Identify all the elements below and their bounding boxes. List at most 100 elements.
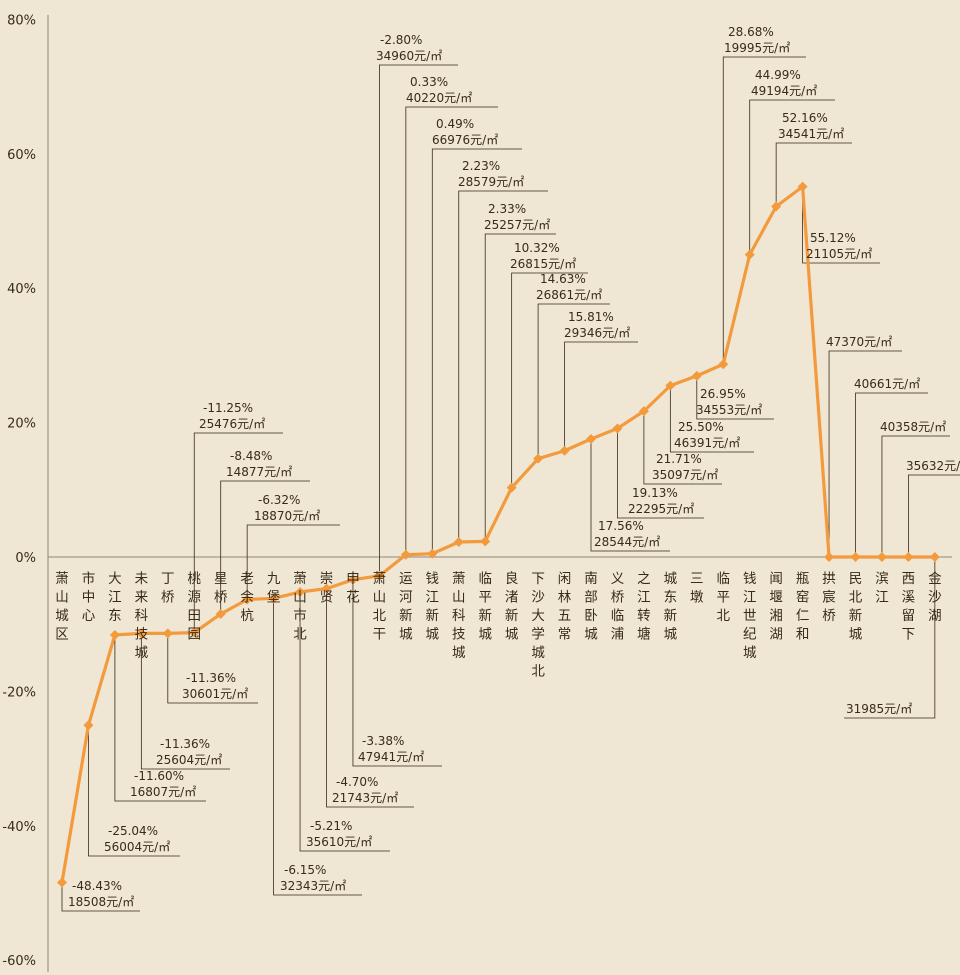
leader-line — [669, 385, 754, 453]
leader-line — [802, 186, 880, 264]
leader-line — [299, 592, 390, 852]
data-point — [109, 629, 120, 640]
data-label-price: 22295元/㎡ — [628, 502, 694, 516]
data-label-pct: 44.99% — [755, 68, 801, 82]
category-label: 沙 — [928, 590, 942, 606]
leader-line — [193, 432, 283, 633]
data-label-pct: 15.81% — [568, 310, 614, 324]
category-label: 中 — [82, 590, 96, 606]
category-label: 窑 — [796, 589, 810, 606]
category-label: 湘 — [769, 608, 783, 624]
category-label: 山 — [55, 590, 69, 606]
y-tick-label: 0% — [15, 551, 36, 566]
category-label: 新 — [399, 608, 413, 624]
category-label: 新 — [664, 608, 678, 624]
data-label-pct: -5.21% — [310, 819, 352, 833]
data-label-pct: 10.32% — [514, 241, 560, 255]
data-label-price: 46391元/㎡ — [674, 436, 740, 450]
data-point — [876, 552, 887, 562]
data-point — [824, 552, 835, 562]
category-label: 未 — [135, 571, 149, 587]
category-label: 平 — [478, 590, 492, 606]
data-label-pct: -11.36% — [186, 671, 236, 685]
category-label: 临 — [611, 608, 625, 624]
category-label: 城 — [743, 645, 757, 661]
annotation-leaders — [61, 56, 960, 912]
data-label-price: 26861元/㎡ — [536, 288, 602, 302]
y-tick-label: -20% — [2, 685, 36, 700]
data-label-price: 31985元/㎡ — [846, 702, 912, 716]
category-label: 闻 — [769, 571, 783, 587]
leader-line — [140, 633, 230, 770]
leader-line — [908, 474, 960, 557]
category-label: 湖 — [928, 608, 942, 624]
leader-line — [431, 148, 522, 554]
category-label: 闲 — [558, 571, 572, 587]
category-label: 新 — [505, 608, 519, 624]
data-label-pct: -6.32% — [258, 493, 300, 507]
category-label: 山 — [373, 590, 387, 606]
data-point — [321, 583, 332, 594]
data-label-price: 40661元/㎡ — [854, 377, 920, 391]
category-label: 丁 — [161, 571, 175, 587]
leader-line — [458, 190, 548, 543]
data-label-price: 35610元/㎡ — [306, 835, 372, 849]
category-label: 桃 — [188, 571, 202, 587]
category-label: 贤 — [320, 590, 334, 606]
category-label: 萧 — [452, 571, 466, 587]
data-point — [268, 593, 279, 604]
leader-line — [855, 392, 928, 557]
data-point — [533, 453, 544, 464]
category-label: 城 — [664, 571, 678, 587]
category-label: 九 — [267, 571, 281, 587]
category-label: 科 — [135, 608, 149, 624]
category-label: 山 — [293, 590, 307, 606]
data-label-pct: -11.60% — [134, 769, 184, 783]
data-label-pct: 26.95% — [700, 387, 746, 401]
category-label: 江 — [637, 590, 651, 606]
category-label: 平 — [717, 590, 731, 606]
data-point — [929, 552, 940, 562]
data-label-pct: 2.33% — [488, 202, 526, 216]
category-label: 市 — [82, 570, 96, 587]
data-label-price: 18870元/㎡ — [254, 509, 320, 523]
data-label-price: 35097元/㎡ — [652, 468, 718, 482]
leader-line — [379, 64, 458, 576]
category-label: 良 — [505, 571, 519, 587]
category-label: 卧 — [584, 608, 598, 624]
category-label: 北 — [373, 608, 387, 624]
category-label: 转 — [637, 608, 651, 624]
series-line — [60, 184, 935, 883]
data-label-price: 26815元/㎡ — [510, 257, 576, 271]
data-label-price: 25604元/㎡ — [156, 753, 222, 767]
data-label-price: 21105元/㎡ — [806, 247, 872, 261]
data-label-pct: -11.36% — [160, 737, 210, 751]
data-point — [665, 380, 676, 391]
data-label-pct: -3.38% — [362, 734, 404, 748]
category-label: 萧 — [373, 571, 387, 587]
data-label-price: 66976元/㎡ — [432, 133, 498, 147]
category-label: 田 — [188, 608, 202, 624]
leader-line — [590, 438, 670, 552]
category-label: 沙 — [531, 590, 545, 606]
category-label: 纪 — [743, 627, 757, 643]
data-label-pct: 52.16% — [782, 111, 828, 125]
category-label: 新 — [426, 608, 440, 624]
leader-line — [61, 882, 140, 912]
category-label: 东 — [664, 590, 678, 606]
category-label: 和 — [796, 627, 810, 643]
data-label-pct: 0.49% — [436, 117, 474, 131]
data-label-price: 40220元/㎡ — [406, 91, 472, 105]
category-label: 萧 — [293, 571, 307, 587]
data-label-price: 29346元/㎡ — [564, 326, 630, 340]
category-label: 桥 — [214, 590, 228, 606]
data-label-price: 30601元/㎡ — [182, 687, 248, 701]
category-labels: 萧山城区市中心大江东未来科技城丁桥桃源田园星桥老余杭九堡萧山市北崇贤申花萧山北干… — [55, 570, 942, 680]
leader-line — [114, 634, 206, 802]
category-label: 市 — [293, 607, 307, 624]
data-label-price: 25476元/㎡ — [199, 417, 265, 431]
category-label: 北 — [717, 608, 731, 624]
category-label: 萧 — [55, 571, 69, 587]
leader-line — [220, 480, 310, 614]
category-label: 学 — [531, 627, 545, 643]
